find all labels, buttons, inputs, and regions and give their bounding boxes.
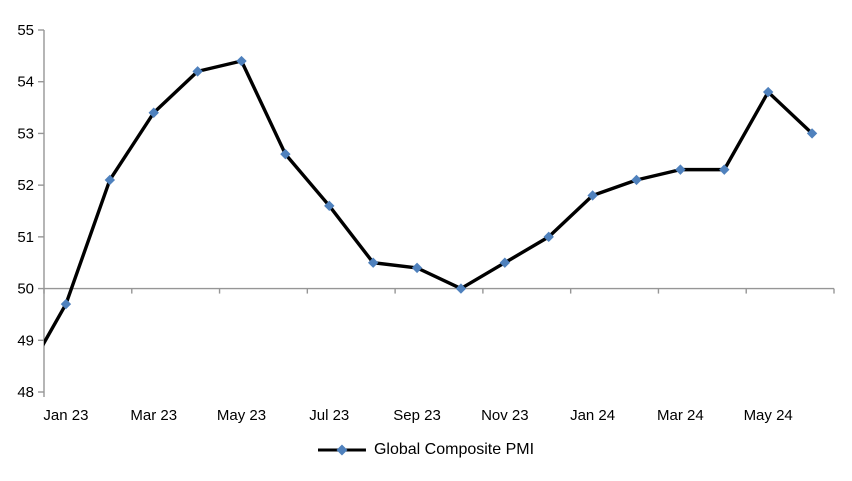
data-point-marker bbox=[192, 66, 203, 77]
y-tick-label: 52 bbox=[17, 177, 34, 194]
x-tick-label: Mar 24 bbox=[657, 407, 704, 424]
data-point-marker bbox=[499, 257, 511, 268]
data-point-marker bbox=[719, 164, 730, 175]
x-tick-label: Sep 23 bbox=[393, 407, 441, 424]
data-point-marker bbox=[367, 257, 379, 268]
data-point-marker bbox=[455, 283, 467, 294]
y-tick-label: 49 bbox=[17, 332, 34, 349]
data-point-marker bbox=[587, 190, 598, 201]
x-tick-label: Jan 24 bbox=[570, 407, 615, 424]
data-point-marker bbox=[148, 107, 159, 118]
x-tick-label: May 24 bbox=[744, 407, 793, 424]
x-tick-label: Nov 23 bbox=[481, 407, 529, 424]
data-point-marker bbox=[411, 262, 423, 274]
chart-legend: Global Composite PMI bbox=[317, 441, 535, 459]
data-point-marker bbox=[543, 231, 554, 243]
data-point-marker bbox=[60, 298, 72, 310]
y-tick-label: 54 bbox=[17, 74, 34, 91]
data-point-marker bbox=[806, 128, 818, 139]
data-point-marker bbox=[675, 164, 686, 175]
data-point-marker bbox=[631, 174, 642, 186]
x-tick-label: May 23 bbox=[217, 407, 266, 424]
y-tick-label: 48 bbox=[17, 384, 34, 401]
data-point-marker bbox=[762, 86, 774, 98]
legend-label: Global Composite PMI bbox=[373, 441, 535, 458]
legend-line-marker-icon bbox=[317, 444, 366, 456]
y-tick-label: 55 bbox=[17, 22, 34, 39]
data-point-marker bbox=[236, 55, 247, 67]
data-point-marker bbox=[280, 148, 291, 160]
y-tick-label: 50 bbox=[17, 281, 34, 298]
y-tick-label: 51 bbox=[17, 229, 34, 246]
legend-diamond-marker bbox=[336, 444, 348, 456]
data-point-marker bbox=[324, 200, 335, 212]
data-point-marker bbox=[104, 174, 116, 186]
x-tick-label: Mar 23 bbox=[130, 407, 177, 424]
y-tick-label: 53 bbox=[17, 125, 34, 142]
pmi-line bbox=[44, 59, 814, 347]
x-tick-label: Jul 23 bbox=[309, 407, 349, 424]
x-tick-label: Jan 23 bbox=[43, 407, 88, 424]
